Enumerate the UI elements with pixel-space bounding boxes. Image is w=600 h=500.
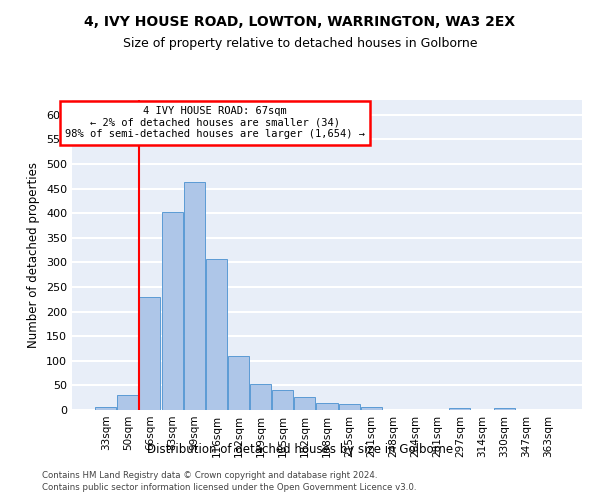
Bar <box>206 260 227 410</box>
Bar <box>161 212 182 410</box>
Y-axis label: Number of detached properties: Number of detached properties <box>28 162 40 348</box>
Bar <box>95 406 116 410</box>
Text: Contains public sector information licensed under the Open Government Licence v3: Contains public sector information licen… <box>42 484 416 492</box>
Bar <box>139 297 160 410</box>
Bar <box>272 390 293 410</box>
Bar <box>250 384 271 410</box>
Bar <box>494 408 515 410</box>
Bar <box>361 406 382 410</box>
Bar <box>118 395 139 410</box>
Bar <box>295 396 316 410</box>
Bar <box>449 408 470 410</box>
Text: Distribution of detached houses by size in Golborne: Distribution of detached houses by size … <box>147 444 453 456</box>
Text: Contains HM Land Registry data © Crown copyright and database right 2024.: Contains HM Land Registry data © Crown c… <box>42 471 377 480</box>
Bar <box>228 356 249 410</box>
Bar <box>338 404 359 410</box>
Text: Size of property relative to detached houses in Golborne: Size of property relative to detached ho… <box>123 38 477 51</box>
Bar <box>316 403 338 410</box>
Text: 4, IVY HOUSE ROAD, LOWTON, WARRINGTON, WA3 2EX: 4, IVY HOUSE ROAD, LOWTON, WARRINGTON, W… <box>85 15 515 29</box>
Text: 4 IVY HOUSE ROAD: 67sqm
← 2% of detached houses are smaller (34)
98% of semi-det: 4 IVY HOUSE ROAD: 67sqm ← 2% of detached… <box>65 106 365 140</box>
Bar <box>184 182 205 410</box>
